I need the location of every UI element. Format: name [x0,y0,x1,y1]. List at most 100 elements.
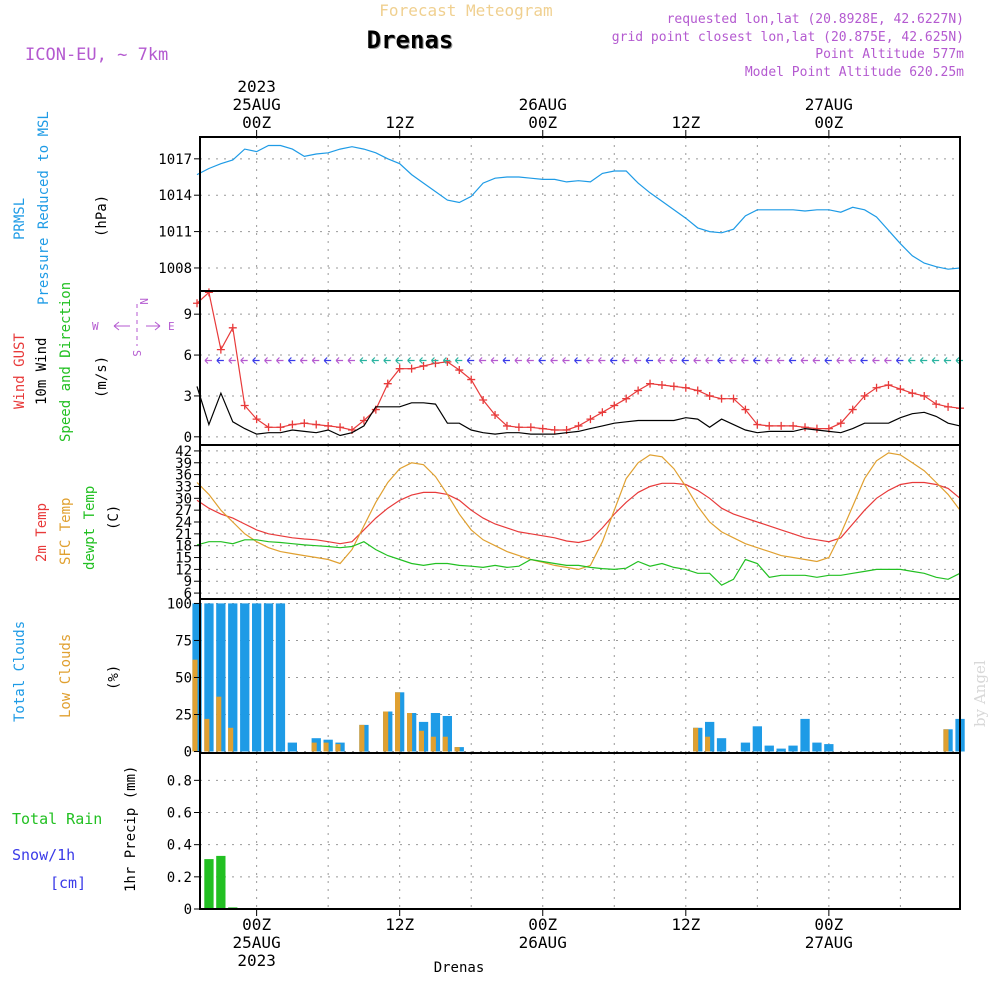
y-tick-label: 42 [175,444,192,460]
wind-direction-arrow [764,357,773,364]
info-point-altitude: Point Altitude 577m [815,47,964,62]
wind-direction-arrow [276,357,284,364]
series-line-prmsl [196,144,961,270]
series-line-2m-temp [196,481,961,545]
gust-point [729,394,738,403]
y-tick-label: 100 [167,596,192,612]
bar-total-clouds [442,716,452,752]
bar-low-clouds [359,724,365,752]
y-tick-label: 1008 [158,261,192,277]
gust-point [944,402,953,411]
x-tick-label-top: 12Z [385,113,414,132]
gust-point [872,383,881,392]
wind-direction-arrow [252,357,260,364]
wind-direction-arrow [633,357,642,364]
y-tick-label: 1017 [158,152,192,168]
grid-layer [200,137,960,910]
gust-point [705,391,714,400]
total-rain-label: Total Rain [12,810,102,828]
wind-direction-arrow [514,357,522,364]
wind-direction-arrow [788,357,797,364]
x-tick-label-top: 25AUG [233,95,281,114]
snow-label: Snow/1h [12,846,75,864]
x-tick-label-bottom: 00Z [528,915,557,934]
bar-low-clouds [204,718,210,752]
gust-point [479,396,488,405]
gust-point [383,379,392,388]
gust-point [610,401,619,410]
wind-direction-arrow [884,357,892,364]
bar-total-clouds [776,748,786,752]
footer-label: Drenas [434,960,485,976]
wind-direction-arrow [586,357,594,364]
wind-direction-arrow [800,357,809,364]
wind-direction-arrow [478,357,487,364]
y-tick-label: 0 [184,430,192,446]
y-tick-label: 30 [175,491,192,507]
wind-direction-arrow [776,357,785,364]
bar-low-clouds [418,730,424,752]
y-tick-label: 18 [175,539,192,555]
clouds-unit-label: (%) [106,665,122,690]
info-grid-lonlat: grid point closest lon,lat (20.875E, 42.… [612,30,964,45]
y-tick-label: 1011 [158,225,192,241]
bar-total-clouds [216,603,226,752]
gust-point [395,364,404,373]
credit-label: by Angel [971,660,989,727]
wind-direction-arrow [812,357,820,364]
gust-point [646,379,655,388]
wind-direction-arrow [431,357,439,364]
wind-10m-label: 10m Wind [34,338,50,405]
gust-point [848,405,857,414]
axes-layer: 1008101110141017036969121518212427303336… [158,77,961,970]
gust-point [300,419,309,428]
x-tick-label-bottom: 25AUG [233,933,281,952]
bar-low-clouds [454,747,460,752]
x-tick-label-bottom: 2023 [237,951,276,970]
wind-direction-arrow [395,357,403,364]
bar-low-clouds [335,744,341,752]
wind-direction-arrow [502,357,510,364]
x-tick-label-top: 26AUG [519,95,567,114]
wind-direction-arrow [419,357,427,364]
temp-2m-label: 2m Temp [34,503,50,562]
x-tick-label-bottom: 12Z [671,915,700,934]
wind-direction-arrow [442,357,451,364]
bar-total-clouds [800,718,810,752]
bar-low-clouds [323,742,329,752]
gust-point [932,400,941,409]
gust-point [252,415,261,424]
info-requested-lonlat: requested lon,lat (20.8928E, 42.6227N) [667,12,964,27]
gust-point [312,420,321,429]
wind-direction-arrow [347,357,355,364]
wind-direction-arrow [335,357,344,364]
bar-total-clouds [812,742,822,752]
pressure-msl-label: Pressure Reduced to MSL [36,111,52,305]
model-name: ICON-EU, ~ 7km [25,45,168,65]
wind-direction-arrow [562,357,570,364]
x-tick-label-top: 00Z [242,113,271,132]
bar-total-clouds [752,726,762,752]
x-tick-label-bottom: 00Z [242,915,271,934]
wind-direction-arrow [740,357,749,364]
gust-point [896,385,905,394]
wind-direction-arrow [454,357,463,364]
gust-point [502,421,511,430]
gust-point [801,423,810,432]
wind-direction-arrow [621,357,630,364]
wind-direction-arrow [299,357,308,364]
wind-direction-arrow [669,357,677,364]
bar-total-clouds [204,603,214,752]
gust-point [693,386,702,395]
y-tick-label: 24 [175,515,192,531]
compass-icon: N S W E [92,298,175,357]
bar-total-clouds [252,603,262,752]
wind-direction-arrow [717,357,725,364]
gust-point [407,364,416,373]
bar-low-clouds [216,696,222,752]
bar-total-clouds [263,603,274,752]
gust-point [634,386,643,395]
bar-low-clouds [442,736,448,752]
gust-point [264,423,273,432]
gust-point [669,382,678,391]
